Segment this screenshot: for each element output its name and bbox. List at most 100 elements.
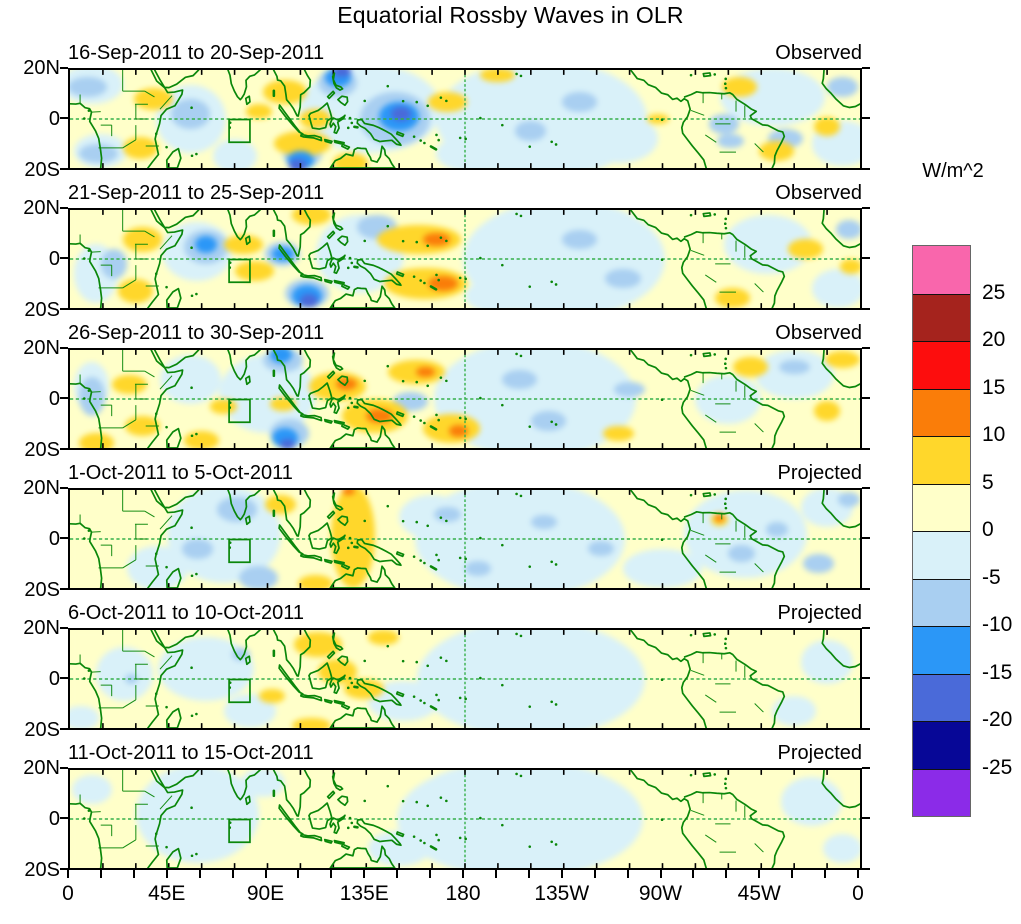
panel-date-range: 6-Oct-2011 to 10-Oct-2011 xyxy=(68,602,305,624)
lat-tick xyxy=(862,257,870,259)
map-canvas xyxy=(68,628,862,730)
x-axis-label: 0 xyxy=(852,882,864,905)
x-axis-label: 180 xyxy=(445,882,481,905)
figure-title: Equatorial Rossby Waves in OLR xyxy=(337,2,684,28)
region-marker-box xyxy=(229,819,250,842)
anomaly-blob xyxy=(258,688,286,704)
lat-tick xyxy=(862,588,870,590)
lat-tick xyxy=(862,347,870,349)
lat-tick xyxy=(60,257,68,259)
x-axis-tick xyxy=(758,870,761,878)
lat-tick xyxy=(60,817,68,819)
map-panel: 16-Sep-2011 to 20-Sep-2011 Observed 20N 0… xyxy=(0,34,1021,181)
anomaly-blob xyxy=(223,234,264,255)
x-axis-label: 90E xyxy=(246,882,285,905)
lat-tick xyxy=(60,207,68,209)
colorbar-tick-label: -15 xyxy=(982,660,1013,684)
colorbar-tick-label: 0 xyxy=(982,518,994,541)
anomaly-blob xyxy=(181,539,213,559)
region-marker-box xyxy=(229,119,250,142)
map-canvas xyxy=(68,768,862,870)
x-axis-tick xyxy=(67,870,69,878)
anomaly-blob xyxy=(684,490,808,579)
anomaly-blob xyxy=(721,77,757,97)
x-axis-tick xyxy=(264,870,267,878)
map-panel: 11-Oct-2011 to 15-Oct-2011 Projected 20N… xyxy=(0,734,1021,881)
panel-source-label: Projected xyxy=(777,742,863,764)
map-overlay xyxy=(70,70,860,168)
panel-tick-marks xyxy=(103,210,827,308)
lat-tick xyxy=(862,537,870,539)
lat-label: 0 xyxy=(48,808,60,830)
panel-source-label: Observed xyxy=(775,182,862,204)
anomaly-blob xyxy=(465,278,531,308)
lat-tick xyxy=(862,728,870,730)
colorbar-tick-label: 15 xyxy=(982,375,1006,399)
x-axis-label: 135W xyxy=(534,882,590,905)
anomaly-blob xyxy=(78,376,106,417)
lat-tick xyxy=(60,397,68,399)
anomaly-blob xyxy=(342,490,356,496)
x-axis-tick xyxy=(824,870,827,878)
lat-label: 20S xyxy=(24,579,60,601)
anomaly-blob xyxy=(587,541,615,557)
colorbar-tick-label: -25 xyxy=(982,755,1013,779)
anomaly-blob xyxy=(100,249,128,279)
x-axis-tick xyxy=(725,870,728,878)
map-overlay xyxy=(70,770,860,868)
anomaly-blob xyxy=(289,159,307,168)
lat-tick xyxy=(862,207,870,209)
anomaly-blob xyxy=(717,133,744,149)
lat-tick xyxy=(862,397,870,399)
anomaly-blob xyxy=(245,104,272,119)
colorbar-segment xyxy=(913,436,970,484)
anomaly-blob xyxy=(835,219,860,240)
panel-source-label: Projected xyxy=(777,602,863,624)
anomaly-blob xyxy=(754,350,834,399)
map-canvas xyxy=(68,208,862,310)
anomaly-blob xyxy=(111,374,147,395)
lat-tick xyxy=(60,487,68,489)
x-axis-tick xyxy=(593,870,596,878)
anomaly-blob xyxy=(291,718,332,728)
anomaly-blob xyxy=(781,777,843,827)
lat-tick xyxy=(60,868,68,870)
colorbar-segment xyxy=(913,388,970,436)
anomaly-blob xyxy=(728,545,755,563)
anomaly-blob xyxy=(465,561,492,576)
anomaly-blob xyxy=(623,548,702,588)
anomaly-blob xyxy=(96,647,154,702)
region-marker-box xyxy=(229,399,250,422)
colorbar-segment xyxy=(913,483,970,531)
lat-label: 20S xyxy=(24,299,60,321)
lat-tick xyxy=(862,627,870,629)
panel-tick-marks xyxy=(103,70,827,168)
region-marker-box xyxy=(229,259,250,282)
anomaly-blob xyxy=(291,210,332,225)
lat-tick xyxy=(60,347,68,349)
colorbar-segment xyxy=(913,246,970,294)
panel-header: 16-Sep-2011 to 20-Sep-2011 Observed xyxy=(68,38,862,66)
x-axis-label: 135E xyxy=(339,882,389,905)
panel-header: 11-Oct-2011 to 15-Oct-2011 Projected xyxy=(68,738,862,766)
lat-label: 20S xyxy=(24,159,60,181)
lat-tick xyxy=(862,448,870,450)
lat-tick xyxy=(60,67,68,69)
anomaly-blob xyxy=(241,770,286,797)
lat-tick xyxy=(862,817,870,819)
anomaly-blob xyxy=(427,275,459,292)
anomaly-blob xyxy=(840,259,860,274)
anomaly-blob xyxy=(279,438,295,448)
panel-header: 1-Oct-2011 to 5-Oct-2011 Projected xyxy=(68,458,862,486)
lat-tick xyxy=(862,868,870,870)
map-overlay xyxy=(70,630,860,728)
panel-source-label: Observed xyxy=(775,322,862,344)
map-panel: 26-Sep-2011 to 30-Sep-2011 Observed 20N 0… xyxy=(0,314,1021,461)
anomaly-blob xyxy=(195,235,218,253)
map-overlay xyxy=(70,490,860,588)
x-axis-tick xyxy=(462,870,464,878)
x-axis-tick xyxy=(297,870,300,878)
colorbar-segment xyxy=(913,341,970,389)
anomaly-blob xyxy=(480,70,516,83)
anomaly-blob xyxy=(368,630,400,645)
